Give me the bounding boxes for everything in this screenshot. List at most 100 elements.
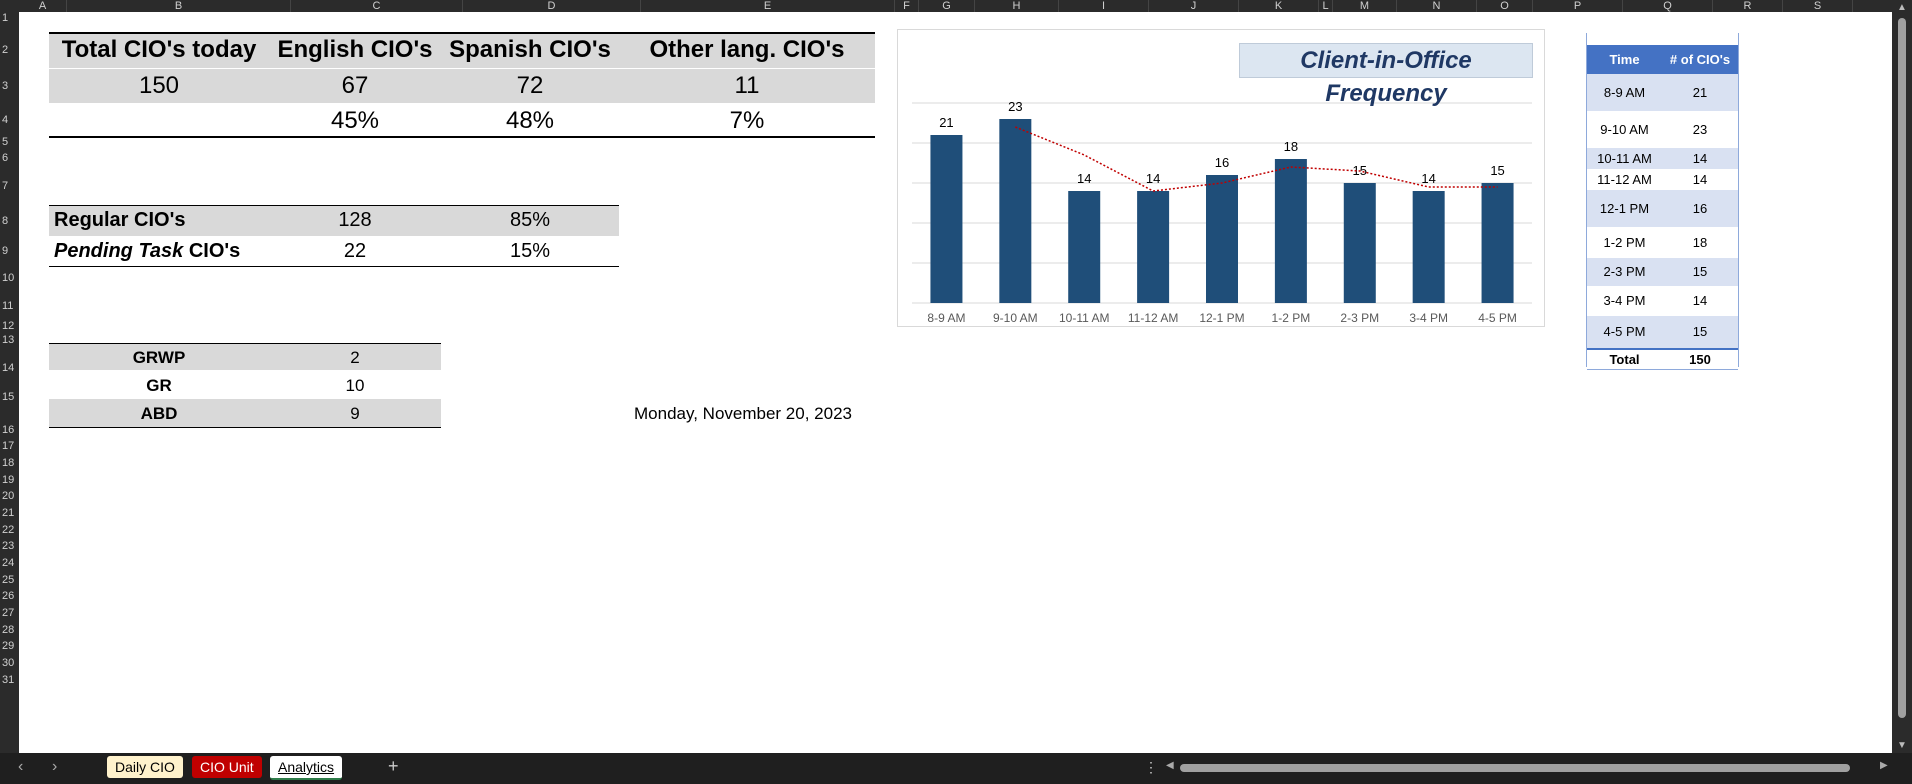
column-header-p[interactable]: P	[1533, 0, 1623, 12]
column-header-m[interactable]: M	[1333, 0, 1397, 12]
x-tick-label: 2-3 PM	[1340, 311, 1379, 325]
data-label: 15	[1490, 163, 1504, 178]
chart-bar[interactable]	[1274, 159, 1307, 303]
chart-bar[interactable]	[1068, 191, 1101, 303]
freq-count: 15	[1692, 324, 1708, 339]
row-header-5[interactable]: 5	[2, 136, 9, 148]
x-tick-label: 9-10 AM	[993, 311, 1038, 325]
column-header-n[interactable]: N	[1397, 0, 1477, 12]
scroll-left-icon[interactable]: ◀	[1166, 760, 1174, 771]
tab-daily-cio[interactable]: Daily CIO	[107, 756, 183, 778]
freq-row: 12-1 PM 16	[1587, 190, 1738, 228]
chart-bar[interactable]	[1481, 183, 1514, 303]
vertical-scroll-thumb[interactable]	[1898, 18, 1906, 718]
column-header-h[interactable]: H	[975, 0, 1059, 12]
freq-count: 15	[1692, 264, 1708, 279]
pending-pct: 15%	[509, 240, 551, 262]
column-header-g[interactable]: G	[919, 0, 975, 12]
row-header-27[interactable]: 27	[2, 607, 15, 619]
freq-header: Time # of CIO's	[1587, 45, 1738, 74]
row-header-4[interactable]: 4	[2, 114, 9, 126]
column-header-s[interactable]: S	[1783, 0, 1853, 12]
row-header-24[interactable]: 24	[2, 557, 15, 569]
freq-time: 12-1 PM	[1599, 201, 1650, 216]
row-header-31[interactable]: 31	[2, 674, 15, 686]
column-header-l[interactable]: L	[1319, 0, 1333, 12]
data-label: 14	[1146, 171, 1160, 186]
column-header-f[interactable]: F	[895, 0, 919, 12]
chart-bar[interactable]	[1206, 175, 1238, 303]
column-header-k[interactable]: K	[1239, 0, 1319, 12]
column-header-r[interactable]: R	[1713, 0, 1783, 12]
row-header-17[interactable]: 17	[2, 440, 15, 452]
row-header-30[interactable]: 30	[2, 657, 15, 669]
pct-english: 45%	[330, 107, 380, 134]
header-band	[49, 34, 875, 68]
row-header-28[interactable]: 28	[2, 624, 15, 636]
row-header-9[interactable]: 9	[2, 245, 9, 257]
chevron-left-icon[interactable]: ‹	[18, 758, 24, 775]
vertical-scrollbar[interactable]: ▲ ▼	[1892, 0, 1912, 753]
worksheet-grid[interactable]: Total CIO's today English CIO's Spanish …	[19, 12, 1892, 753]
column-header-o[interactable]: O	[1477, 0, 1533, 12]
scroll-right-icon[interactable]: ▶	[1880, 760, 1888, 771]
column-header-q[interactable]: Q	[1623, 0, 1713, 12]
column-header-b[interactable]: B	[67, 0, 291, 12]
horizontal-scroll-thumb[interactable]	[1180, 764, 1850, 772]
row-header-25[interactable]: 25	[2, 574, 15, 586]
data-label: 21	[939, 115, 953, 130]
chart-container[interactable]: 21 8-9 AM 23 9-10 AM 14 10-11 AM 14 11-12 AM 16 1…	[897, 29, 1545, 327]
freq-count: 14	[1692, 293, 1708, 308]
chart-bar[interactable]	[1137, 191, 1170, 303]
row-header-15[interactable]: 15	[2, 391, 15, 403]
column-header-c[interactable]: C	[291, 0, 463, 12]
data-label: 23	[1008, 99, 1022, 114]
frequency-table: Time # of CIO's 8-9 AM 21 9-10 AM 23 10-11 AM 1…	[1586, 33, 1739, 370]
freq-header-count: # of CIO's	[1669, 52, 1731, 67]
count-english: 67	[341, 72, 369, 99]
row-header-7[interactable]: 7	[2, 180, 9, 192]
tab-cio-unit[interactable]: CIO Unit	[192, 756, 262, 778]
row-header-26[interactable]: 26	[2, 590, 15, 602]
column-header-e[interactable]: E	[641, 0, 895, 12]
code-label-grwp: GRWP	[132, 348, 186, 367]
row-header-18[interactable]: 18	[2, 457, 15, 469]
column-header-j[interactable]: J	[1149, 0, 1239, 12]
column-header-i[interactable]: I	[1059, 0, 1149, 12]
tab-analytics[interactable]: Analytics	[270, 756, 343, 780]
row-header-29[interactable]: 29	[2, 640, 15, 652]
row-header-1[interactable]: 1	[2, 12, 9, 24]
column-header-a[interactable]: A	[19, 0, 67, 12]
x-tick-label: 3-4 PM	[1409, 311, 1448, 325]
plus-icon[interactable]: +	[388, 756, 399, 776]
row-header-14[interactable]: 14	[2, 362, 15, 374]
row-header-10[interactable]: 10	[2, 272, 15, 284]
row-header-21[interactable]: 21	[2, 507, 15, 519]
chart-bar[interactable]	[1412, 191, 1445, 303]
row-header-13[interactable]: 13	[2, 334, 15, 346]
row-header-12[interactable]: 12	[2, 320, 15, 332]
pending-label: Pending Task CIO's	[54, 240, 240, 263]
row-header-19[interactable]: 19	[2, 474, 15, 486]
chart-bar[interactable]	[999, 119, 1032, 303]
more-vertical-icon[interactable]: ⋮	[1144, 759, 1158, 775]
chart-bar[interactable]	[930, 135, 963, 303]
date-cell: Monday, November 20, 2023	[634, 404, 852, 423]
row-header-11[interactable]: 11	[2, 300, 14, 312]
row-header-2[interactable]: 2	[2, 44, 9, 56]
row-header-8[interactable]: 8	[2, 215, 9, 227]
row-header-16[interactable]: 16	[2, 424, 15, 436]
row-header-22[interactable]: 22	[2, 524, 15, 536]
row-header-23[interactable]: 23	[2, 540, 15, 552]
row-header-20[interactable]: 20	[2, 490, 15, 502]
freq-count: 14	[1692, 151, 1708, 166]
column-header-d[interactable]: D	[463, 0, 641, 12]
scroll-down-icon[interactable]: ▼	[1897, 740, 1907, 751]
scroll-up-icon[interactable]: ▲	[1897, 2, 1907, 13]
freq-time: 11-12 AM	[1597, 172, 1652, 187]
chart-bar[interactable]	[1343, 183, 1376, 303]
row-header-3[interactable]: 3	[2, 80, 9, 92]
row-header-6[interactable]: 6	[2, 152, 9, 164]
chevron-right-icon[interactable]: ›	[52, 758, 58, 775]
